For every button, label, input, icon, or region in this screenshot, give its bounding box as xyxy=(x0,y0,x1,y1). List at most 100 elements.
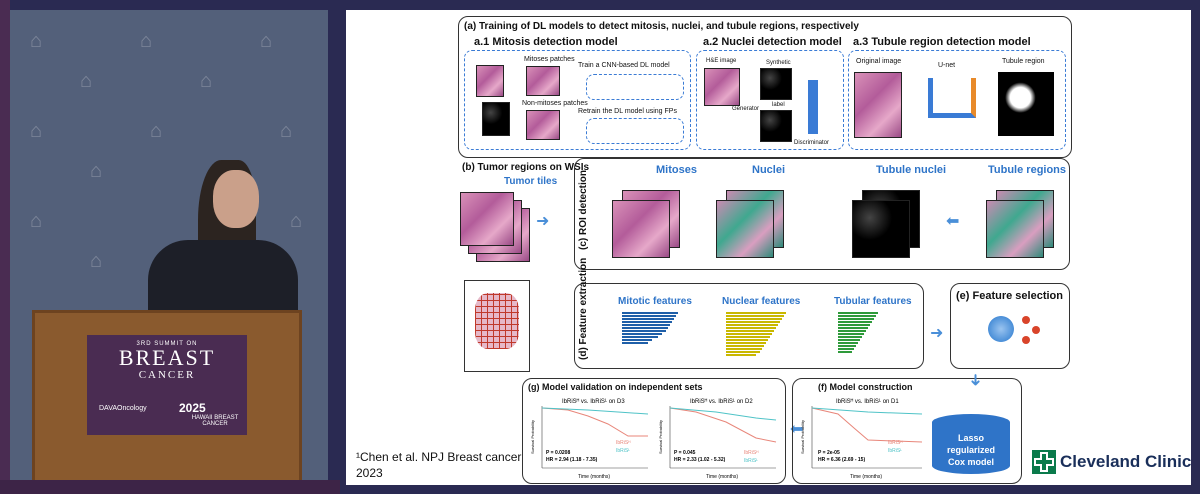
d-tubular: Tubular features xyxy=(834,296,912,307)
tubule-region-label: Tubule region xyxy=(1002,58,1045,65)
section-f-title: (f) Model construction xyxy=(818,382,913,392)
section-f xyxy=(792,378,1022,484)
tubule-region-image xyxy=(998,72,1054,136)
f-p-value: P = 2e-05 xyxy=(818,450,840,456)
arrow-right-icon: ➜ xyxy=(536,213,550,230)
km-plot-d2: IbRiSᴴ vs. IbRiSᴸ on D2 P = 0.045 HR = 2… xyxy=(658,398,777,480)
label-image xyxy=(760,110,792,142)
low-risk-curve xyxy=(669,407,777,421)
cnn-retrain-diagram xyxy=(586,118,684,144)
section-c-label: (c) ROI detection xyxy=(578,169,589,250)
g2-y-label: Survival Probability xyxy=(658,420,663,454)
original-image xyxy=(854,72,902,138)
left-border xyxy=(0,0,10,494)
c-mitoses: Mitoses xyxy=(656,164,697,176)
arrow-left-icon: ⬅ xyxy=(946,213,960,230)
g1-legend-high: IbRiSᴴ xyxy=(616,440,631,446)
pattern-icon: ⌂ xyxy=(30,120,43,142)
section-d-label: (d) Feature extraction xyxy=(578,257,589,360)
presentation-slide: (a) Training of DL models to detect mito… xyxy=(346,10,1191,485)
cnn-diagram xyxy=(586,74,684,100)
a1-tile xyxy=(476,65,504,97)
g2-x-label: Time (months) xyxy=(706,474,738,480)
original-image-label: Original image xyxy=(856,58,902,65)
section-e-title: (e) Feature selection xyxy=(956,290,1063,302)
high-risk-curve xyxy=(811,407,923,443)
pattern-icon: ⌂ xyxy=(140,30,153,52)
a2-box xyxy=(696,50,844,150)
a1-tile-dark xyxy=(482,102,510,136)
g2-legend-low: IbRiSᴸ xyxy=(744,458,758,464)
feature-selection-icon xyxy=(986,310,1046,350)
section-a xyxy=(458,16,1072,158)
low-risk-curve xyxy=(811,407,923,415)
section-b-title: (b) Tumor regions on WSIs xyxy=(462,162,590,173)
high-risk-curve xyxy=(541,407,648,437)
wsi-thumbnail xyxy=(464,280,530,372)
unet-diagram xyxy=(928,78,976,118)
wsi-grid xyxy=(475,293,519,349)
section-g xyxy=(522,378,786,484)
hawaii-logo-year: 2025 xyxy=(179,401,206,415)
brand-name: Cleveland Clinic xyxy=(1060,452,1192,471)
lasso-cox-model: Lasso regularized Cox model xyxy=(932,414,1010,474)
podium-plate: 3RD SUMMIT ON BREAST CANCER DAVAOncology… xyxy=(87,335,247,435)
section-c xyxy=(574,158,1070,270)
g1-p-value: P = 0.0208 xyxy=(546,450,570,456)
discriminator-label: Discriminator xyxy=(794,140,830,146)
unet-label: U-net xyxy=(938,62,956,69)
nuclei-tile xyxy=(716,200,774,258)
pattern-icon: ⌂ xyxy=(30,210,43,232)
section-g-title: (g) Model validation on independent sets xyxy=(528,382,703,392)
f-x-label: Time (months) xyxy=(850,474,882,480)
c-tubule-regions: Tubule regions xyxy=(988,164,1067,176)
g2-p-value: P = 0.045 xyxy=(674,450,696,456)
pattern-icon: ⌂ xyxy=(280,120,293,142)
plate-title: BREAST xyxy=(118,345,216,370)
a1-box xyxy=(464,50,691,150)
f-legend-high: IbRiSᴴ xyxy=(888,440,903,446)
non-mitoses-patches xyxy=(526,110,560,140)
podium: 3RD SUMMIT ON BREAST CANCER DAVAOncology… xyxy=(32,310,302,480)
synthetic-label: Synthetic xyxy=(766,60,791,66)
pattern-icon: ⌂ xyxy=(290,210,303,232)
pattern-icon: ⌂ xyxy=(90,160,103,182)
he-image-label: H&E image xyxy=(706,58,737,64)
pattern-icon: ⌂ xyxy=(260,30,273,52)
arrow-right-icon: ➜ xyxy=(930,325,944,342)
g1-subtitle: IbRiSᴴ vs. IbRiSᴸ on D3 xyxy=(562,398,625,405)
f-y-label: Survival Probability xyxy=(800,420,805,454)
retrain-label: Retrain the DL model using FPs xyxy=(578,108,677,115)
speaker-head xyxy=(213,170,259,228)
g1-legend-low: IbRiSᴸ xyxy=(616,448,630,454)
high-risk-curve xyxy=(669,407,777,443)
dava-logo: DAVAOncology xyxy=(99,405,147,412)
tumor-tile xyxy=(460,192,514,246)
tubule-regions-tile xyxy=(986,200,1044,258)
label-text: label xyxy=(772,102,785,108)
d-mitotic: Mitotic features xyxy=(618,296,692,307)
a3-title: a.3 Tubule region detection model xyxy=(853,36,1031,48)
non-mitoses-patches-label: Non-mitoses patches xyxy=(522,100,588,107)
a2-title: a.2 Nuclei detection model xyxy=(703,36,842,48)
mitoses-patches xyxy=(526,66,560,96)
a3-box xyxy=(848,50,1066,150)
low-risk-curve xyxy=(541,407,649,415)
summit-line: 3RD SUMMIT ON xyxy=(136,341,198,347)
synthetic-image xyxy=(760,68,792,100)
d-nuclear: Nuclear features xyxy=(722,296,801,307)
train-label: Train a CNN-based DL model xyxy=(578,62,670,69)
plate-subtitle: CANCER xyxy=(138,369,196,381)
cleveland-clinic-logo-icon xyxy=(1032,450,1056,474)
tubular-feature-bars xyxy=(838,312,878,354)
he-image xyxy=(704,68,740,106)
mitoses-patches-label: Mitoses patches xyxy=(524,56,575,63)
citation-line1: ¹Chen et al. NPJ Breast cancer xyxy=(356,450,522,464)
section-d xyxy=(574,283,924,369)
c-tubule-nuclei: Tubule nuclei xyxy=(876,164,947,176)
g2-legend-high: IbRiSᴴ xyxy=(744,450,759,456)
tubule-nuclei-tile xyxy=(852,200,910,258)
pattern-icon: ⌂ xyxy=(30,30,43,52)
g1-hr: HR = 2.94 (1.18 - 7.35) xyxy=(546,457,598,463)
